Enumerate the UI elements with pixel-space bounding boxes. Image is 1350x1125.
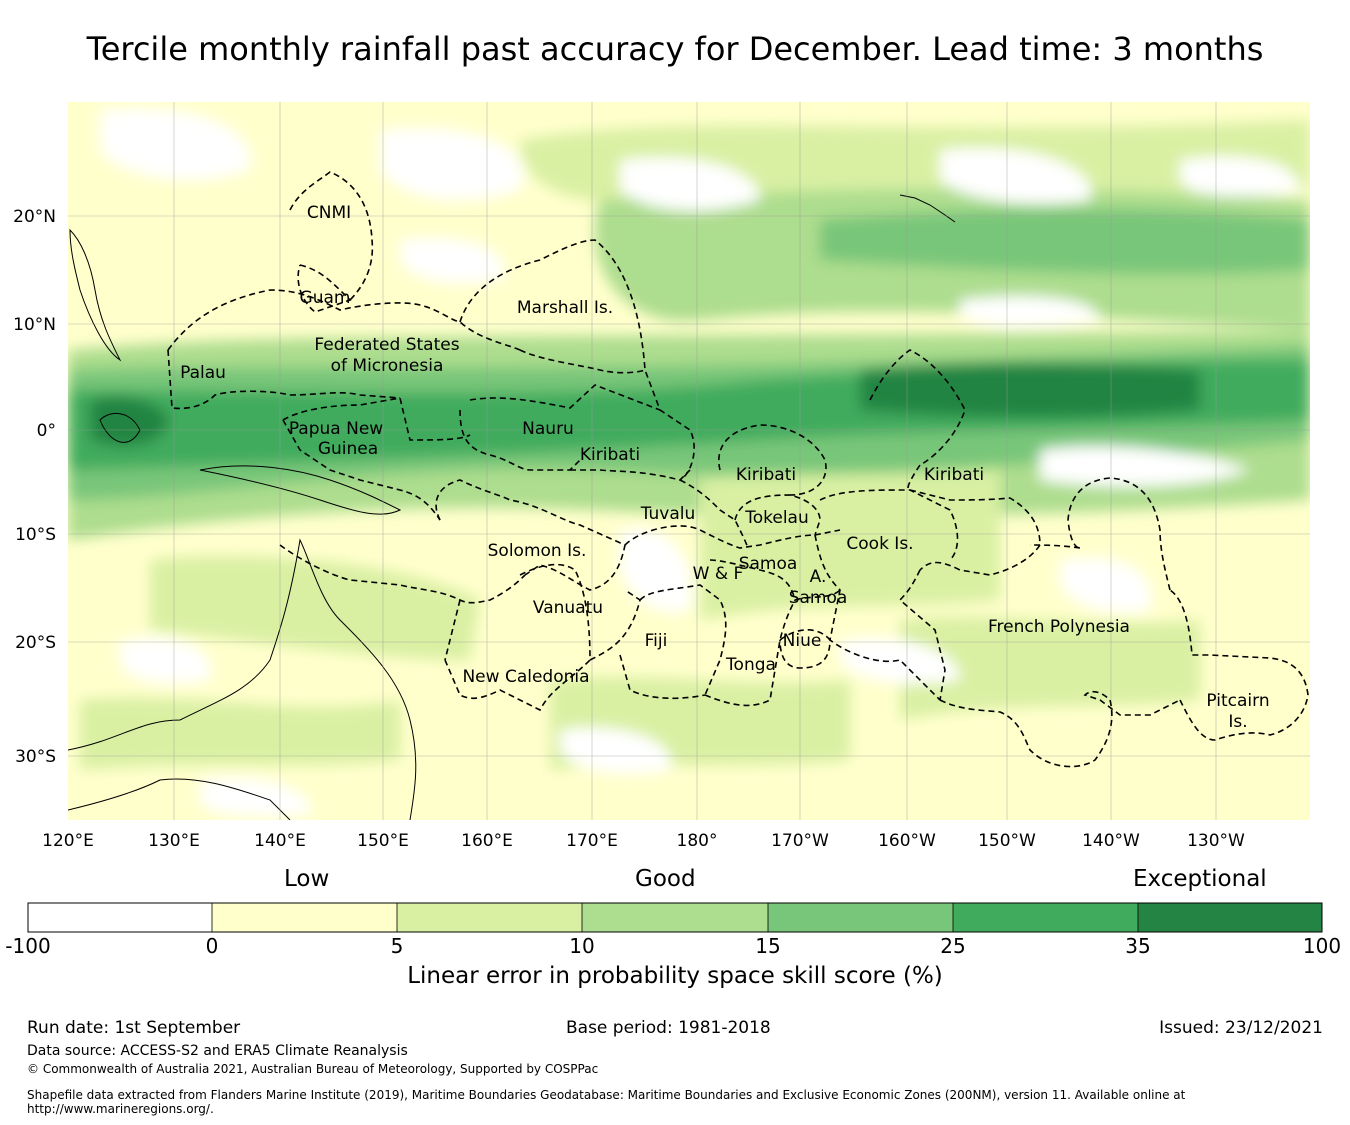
longitude-label: 150°W [978,831,1036,851]
colorbar-segment [28,903,212,932]
region-label: Federated States [314,335,459,355]
shapefile-credit: Shapefile data extracted from Flanders M… [27,1088,1186,1116]
region-label: French Polynesia [988,617,1130,637]
longitude-label: 150°E [357,831,409,851]
longitude-label: 140°W [1082,831,1140,851]
colorbar-tick: -100 [5,934,51,958]
category-low: Low [284,866,330,892]
colorbar-tick: 25 [940,934,966,958]
colorbar-segment [1138,903,1322,932]
colorbar-tick: 15 [755,934,781,958]
latitude-label: 30°S [15,747,56,767]
region-label: Tokelau [744,508,809,528]
coastlines [68,194,956,820]
copyright: © Commonwealth of Australia 2021, Austra… [27,1062,599,1076]
longitude-label: 120°E [42,831,94,851]
region-label: Pitcairn [1206,691,1269,711]
colorbar-segment [582,903,768,932]
region-label: Nauru [522,419,574,439]
region-label: Is. [1228,712,1247,732]
eez-boundaries [167,171,1309,768]
longitude-label: 170°W [771,831,829,851]
region-label: Kiribati [580,445,640,465]
region-label: Vanuatu [533,598,603,618]
region-label: Guam [300,288,351,308]
latitude-labels: 20°N 10°N 0° 10°S 20°S 30°S [13,207,56,767]
region-label: Niue [783,631,822,651]
latitude-label: 10°S [15,525,56,545]
colorbar-tick: 10 [569,934,595,958]
colorbar-tick: 0 [205,934,219,958]
region-label: A. [810,567,827,587]
colorbar-segment [212,903,397,932]
region-label: Guinea [318,439,378,459]
region-label: Kiribati [924,465,984,485]
run-date: Run date: 1st September [27,1018,241,1038]
region-label: W & F [693,564,744,584]
region-label: Samoa [789,588,848,608]
category-exceptional: Exceptional [1133,866,1267,892]
issued-date: Issued: 23/12/2021 [1159,1018,1323,1038]
longitude-label: 170°E [566,831,618,851]
base-period: Base period: 1981-2018 [566,1018,771,1038]
longitude-label: 160°E [461,831,513,851]
colorbar-tick: 5 [390,934,404,958]
longitude-label: 160°W [878,831,936,851]
longitude-label: 180° [677,831,718,851]
colorbar-tick: 35 [1125,934,1151,958]
colorbar-segment [953,903,1138,932]
graticule [68,102,1310,820]
page-title: Tercile monthly rainfall past accuracy f… [86,30,1264,68]
colorbar-label: Linear error in probability space skill … [407,963,943,989]
colorbar-tick: 100 [1302,934,1342,958]
region-label: Samoa [739,554,798,574]
region-label: New Caledonia [462,667,589,687]
region-label: Papua New [289,419,383,439]
region-label: CNMI [307,203,351,223]
colorbar-segment [397,903,582,932]
latitude-label: 0° [37,421,56,441]
longitude-label: 130°E [148,831,200,851]
latitude-label: 20°S [15,633,56,653]
latitude-label: 20°N [13,207,56,227]
colorbar [27,902,1323,933]
region-label: Tonga [725,655,776,675]
region-label: Fiji [645,631,668,651]
data-source: Data source: ACCESS-S2 and ERA5 Climate … [27,1043,408,1059]
region-label: Marshall Is. [517,298,613,318]
latitude-label: 10°N [13,315,56,335]
colorbar-segment [768,903,953,932]
skill-field [68,102,1310,820]
region-label: Palau [180,363,226,383]
longitude-label: 140°E [254,831,306,851]
region-label: Solomon Is. [488,541,587,561]
category-good: Good [635,866,696,892]
region-label: Tuvalu [640,504,696,524]
region-label: Cook Is. [846,534,913,554]
region-label: Kiribati [736,465,796,485]
longitude-labels: 120°E 130°E 140°E 150°E 160°E 170°E 180° 170°W 1… [42,831,1245,851]
longitude-label: 130°W [1187,831,1245,851]
region-label: of Micronesia [331,356,444,376]
